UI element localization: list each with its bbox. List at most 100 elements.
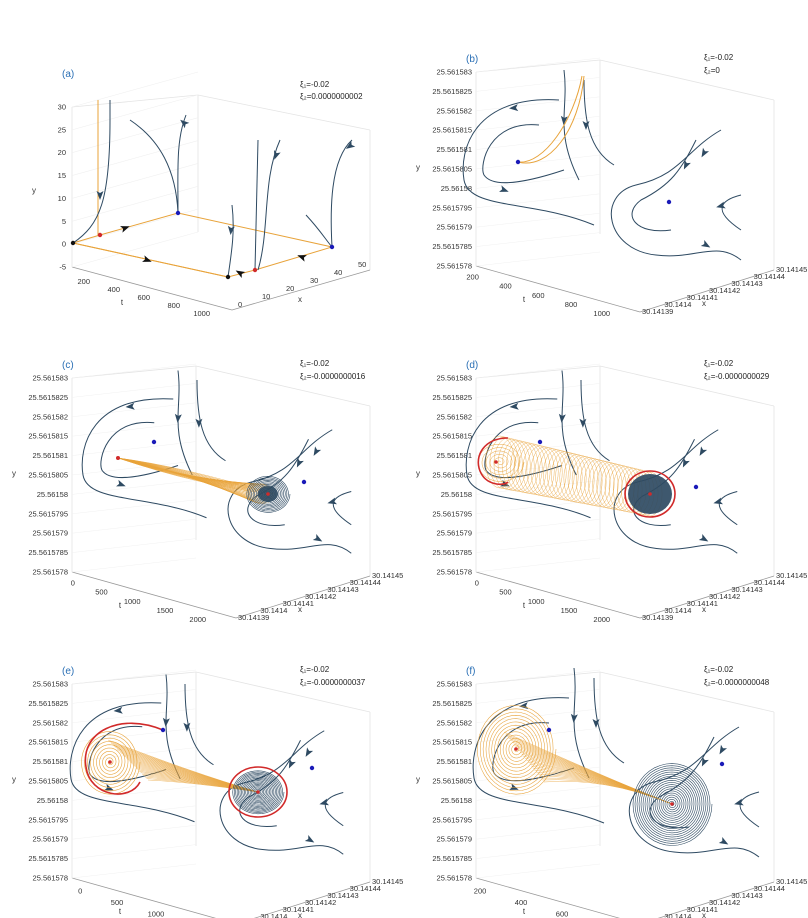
grid-line [475, 383, 601, 398]
param-xi1: ξ₁=-0.02 [300, 359, 330, 368]
flow-arrow [162, 717, 170, 727]
x-tick-label: 50 [358, 260, 366, 269]
flow-curve [484, 422, 563, 478]
y-tick-label: 25.561578 [437, 568, 472, 577]
grid-line [475, 805, 601, 821]
axis-edge [475, 671, 601, 685]
y-tick-label: 10 [58, 194, 66, 203]
flow-curve [257, 139, 281, 271]
t-tick-label: 500 [111, 898, 124, 907]
grid-line [475, 518, 601, 534]
funnel-ring [596, 462, 623, 509]
funnel-ring [567, 455, 595, 504]
flow-curve [177, 114, 187, 214]
flow-arrow [700, 239, 711, 248]
x-tick-label: 30.14142 [305, 592, 336, 601]
chart-b: 25.561583 25.5615825 25.561582 25.5615815 25… [416, 53, 807, 318]
y-axis-label: y [416, 469, 420, 478]
saddle-point [693, 484, 699, 490]
axes-box: 25.561583 25.5615825 25.561582 25.5615815 25… [12, 363, 403, 624]
limit-cycle [624, 470, 676, 518]
y-tick-label: 25 [58, 125, 66, 134]
x-axis-label: x [702, 911, 706, 918]
flow-curve [593, 677, 625, 764]
x-tick-label: 30.14142 [709, 592, 740, 601]
y-tick-label: 25.561579 [437, 529, 472, 538]
y-tick-label: 25.561583 [437, 374, 472, 383]
flow-arrow [509, 104, 519, 112]
param-xi2: ξ₂=-0.0000000037 [300, 678, 366, 687]
y-tick-label: 25.5615815 [432, 126, 472, 135]
funnel-ring [555, 452, 583, 502]
x-tick-label: 30.14144 [754, 578, 785, 587]
x-tick-label: 30.14145 [776, 877, 807, 886]
flow-arrow [734, 798, 744, 806]
grid-line [71, 863, 197, 879]
flow-curve [227, 429, 352, 554]
y-tick-label: 25.561581 [33, 451, 68, 460]
center-point [266, 492, 270, 496]
t-tick-label: 1000 [148, 909, 165, 918]
grid-line [475, 193, 601, 209]
grid-line [475, 863, 601, 879]
node-point [225, 274, 231, 280]
t-tick-label: 0 [78, 886, 82, 895]
trajectory-orange [531, 765, 673, 805]
center-point [648, 492, 652, 496]
y-tick-label: 25.561582 [437, 412, 472, 421]
y-tick-label: 25.561583 [33, 374, 68, 383]
flow-arrow [509, 783, 519, 790]
x-tick-label: 30.14143 [327, 891, 358, 900]
y-tick-label: 25.5615825 [28, 699, 68, 708]
spiral-curve [632, 763, 713, 846]
center-point [670, 802, 674, 806]
t-tick-label: 500 [95, 588, 108, 597]
funnel-ring [580, 458, 607, 506]
funnel-ring [538, 448, 567, 499]
x-tick-label: 30.14144 [350, 884, 381, 893]
grid-line [71, 140, 199, 176]
grid-line [71, 480, 197, 495]
y-tick-label: 25.56158 [441, 796, 472, 805]
axis-edge [639, 269, 775, 313]
grid-line [475, 232, 601, 247]
x-tick-label: 30.14142 [709, 898, 740, 907]
grid-line [71, 518, 197, 534]
y-tick-label: 25.561581 [33, 757, 68, 766]
grid-line [71, 163, 199, 199]
funnel-ring [592, 461, 619, 508]
axis-edge [71, 671, 197, 685]
x-tick-label: 30.1414 [664, 300, 691, 309]
flow-arrow [570, 713, 578, 723]
y-tick-label: 25.5615785 [432, 242, 472, 251]
flow-arrow [579, 418, 587, 428]
grid-line [71, 421, 197, 437]
x-tick-label: 30.1414 [260, 606, 287, 615]
y-axis-label: y [416, 163, 420, 172]
axis-edge [71, 571, 237, 619]
grid-line [71, 383, 197, 398]
grid-line [475, 154, 601, 170]
grid-line [71, 669, 197, 685]
y-tick-label: 25.561582 [437, 106, 472, 115]
center-point [494, 460, 498, 464]
flow-arrow [713, 497, 724, 505]
flow-curve [628, 726, 760, 858]
y-tick-label: 25.5615815 [432, 432, 472, 441]
panel-label: (e) [62, 666, 74, 677]
grid-line [475, 363, 601, 379]
y-tick-label: 25.5615805 [432, 165, 472, 174]
funnel-ring [571, 456, 599, 505]
flow-arrow [701, 756, 709, 767]
y-tick-label: 25.561579 [437, 223, 472, 232]
y-tick-label: 25.5615815 [28, 738, 68, 747]
flow-arrow [716, 201, 726, 209]
x-tick-label: 30.14143 [731, 279, 762, 288]
flow-curve [196, 379, 226, 462]
grid-line [71, 727, 197, 743]
flow-arrow [113, 706, 123, 714]
y-axis-label: y [416, 775, 420, 784]
x-tick-label: 30.1414 [664, 606, 691, 615]
grid-line [71, 441, 197, 456]
center-point [252, 267, 258, 273]
